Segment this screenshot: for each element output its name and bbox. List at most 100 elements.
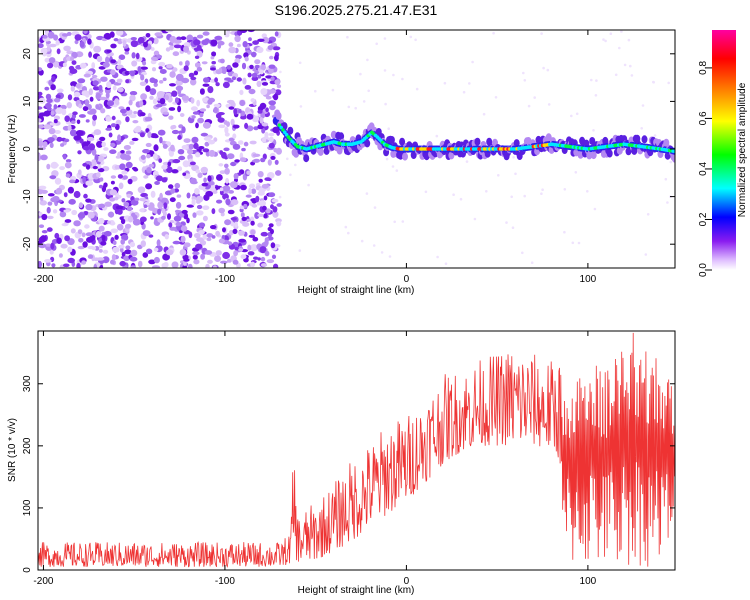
noise-blob [38,118,42,123]
noise-blob [174,97,179,104]
noise-blob [206,237,212,242]
speckle [563,230,566,234]
noise-blob [140,66,148,70]
noise-blob [215,113,222,119]
noise-blob [83,193,88,199]
speckle [604,39,607,43]
noise-blob [169,71,176,78]
speckle [360,239,364,243]
noise-blob [139,100,144,107]
noise-blob [243,52,249,58]
noise-blob [85,119,90,123]
speckle [359,72,362,76]
noise-blob [131,52,136,59]
noise-blob [240,116,247,120]
speckle [354,106,358,110]
noise-blob [143,41,148,48]
y-tick-label: 100 [22,499,33,516]
noise-blob [188,263,193,268]
noise-blob [207,175,212,182]
noise-blob [64,235,70,242]
noise-blob [98,203,106,209]
noise-blob [118,106,125,110]
ridge-halo [606,149,613,158]
noise-blob [223,147,230,152]
noise-blob [91,159,97,165]
noise-blob [46,98,53,103]
noise-blob [192,212,197,218]
noise-blob [99,136,106,142]
noise-blob [94,154,99,162]
noise-blob [144,116,153,122]
noise-blob [222,81,230,89]
speckle [602,38,605,41]
noise-blob [110,180,115,185]
noise-blob [84,99,90,107]
speckle [372,244,376,247]
noise-blob [271,198,279,203]
noise-blob [210,67,216,71]
speckle [415,87,419,91]
noise-blob [53,119,58,124]
noise-blob [124,70,130,76]
noise-blob [38,67,43,72]
noise-blob [120,150,125,154]
noise-blob [230,181,238,189]
noise-blob [38,97,46,104]
noise-blob [42,35,48,39]
noise-blob [185,60,190,67]
noise-blob [112,85,117,91]
noise-blob [123,145,131,150]
noise-blob [103,32,112,40]
speckle [592,129,595,132]
speckle [383,69,387,72]
noise-blob [46,163,51,170]
speckle [511,226,515,229]
noise-blob [234,221,239,228]
noise-blob [150,47,155,51]
noise-blob [139,197,147,202]
noise-blob [145,142,152,148]
noise-blob [117,87,124,93]
speckle [540,32,543,35]
noise-blob [117,134,122,142]
noise-blob [250,98,256,103]
noise-blob [174,39,182,44]
noise-blob [268,89,277,94]
colorbar-gradient [712,30,736,270]
noise-blob [205,263,210,268]
noise-blob [234,58,241,64]
noise-blob [247,244,252,251]
x-tick-label: 0 [404,274,410,285]
noise-blob [99,177,104,182]
noise-blob [236,43,241,48]
noise-blob [112,240,117,246]
noise-blob [273,93,279,101]
noise-blob [106,81,112,89]
noise-blob [242,41,248,48]
noise-blob [63,263,70,268]
noise-blob [260,256,266,262]
noise-blob [153,247,159,252]
noise-blob [221,151,227,159]
noise-blob [123,255,130,262]
noise-blob [250,220,255,226]
noise-blob [133,111,138,115]
noise-blob [232,143,241,150]
noise-blob [121,198,126,203]
noise-blob [70,85,76,92]
speckle [527,104,531,108]
noise-blob [183,212,189,220]
noise-blob [62,62,67,68]
speckle [497,174,500,177]
noise-blob [166,63,173,69]
speckle [289,173,292,177]
noise-blob [215,250,222,256]
speckle [391,165,395,168]
noise-blob [183,65,189,72]
noise-blob [129,94,136,102]
noise-blob [243,141,249,147]
noise-blob [150,216,154,220]
noise-blob [107,220,111,225]
